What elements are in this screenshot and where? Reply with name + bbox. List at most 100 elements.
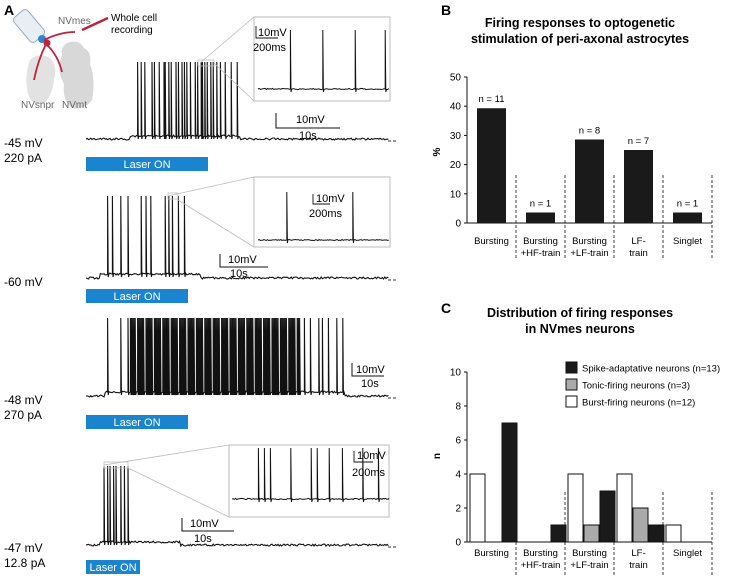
x-tick-label: +LF-train — [570, 248, 608, 259]
inset-scale-voltage: 10mV — [316, 193, 345, 205]
scale-bar-time: 10s — [361, 378, 379, 390]
label-recording: recording — [111, 25, 153, 36]
chart-b-title-line1: Firing responses to optogenetic — [485, 16, 675, 30]
holding-voltage: -60 mV — [4, 275, 43, 289]
laser-on-bar — [86, 157, 208, 171]
bar-label: n = 7 — [628, 136, 649, 147]
neuron-branch — [33, 43, 47, 81]
bar — [526, 212, 555, 223]
laser-on-bar — [86, 560, 140, 574]
label-whole-cell: Whole cell — [111, 13, 157, 24]
bar — [599, 490, 616, 543]
bar-label: n = 11 — [479, 94, 505, 105]
zoom-region — [167, 192, 179, 200]
panel-a-letter: A — [4, 2, 14, 18]
bar — [567, 473, 584, 543]
legend-label: Burst-firing neurons (n=12) — [582, 398, 695, 409]
inset-trace — [231, 447, 390, 503]
y-axis-label: % — [432, 147, 443, 156]
laser-on-label: Laser ON — [123, 159, 170, 171]
x-tick-label: train — [629, 248, 647, 259]
soma-icon — [43, 39, 51, 47]
legend-label: Spike-adaptative neurons (n=13) — [582, 364, 720, 375]
holding-voltage: -47 mV — [4, 541, 43, 555]
inset-scale-time: 200ms — [309, 208, 343, 220]
scale-bar-voltage: 10mV — [190, 518, 219, 530]
laser-on-bar — [86, 415, 188, 429]
inset-connector — [167, 176, 255, 197]
recording-pipette-icon — [81, 16, 109, 32]
y-tick-label: 0 — [455, 219, 461, 230]
x-tick-label: Bursting — [523, 548, 558, 559]
inset-scale-bar — [312, 194, 330, 205]
x-tick-label: +HF-train — [521, 248, 561, 259]
zoom-region — [197, 59, 215, 67]
scale-bar — [351, 363, 384, 377]
y-tick-label: 0 — [455, 538, 461, 549]
trace-row-2: -60 mV Laser ON 10mV 10s 10mV 200ms — [4, 176, 396, 303]
nvmt-region — [59, 41, 94, 109]
bar — [673, 212, 702, 223]
voltage-trace — [85, 195, 389, 280]
bar — [665, 524, 682, 543]
y-tick-label: 10 — [450, 368, 462, 379]
scale-bar-voltage: 10mV — [228, 254, 257, 266]
laser-on-label: Laser ON — [113, 291, 160, 303]
panel-c: C Distribution of firing responses in NV… — [432, 300, 720, 575]
light-source-icon — [38, 35, 46, 43]
scale-bar — [275, 113, 340, 129]
inset-scale-time: 200ms — [352, 467, 386, 479]
laser-on-label: Laser ON — [89, 562, 136, 574]
injected-current: 220 pA — [4, 151, 42, 165]
y-tick-label: 30 — [450, 131, 462, 142]
legend-swatch — [565, 378, 578, 391]
legend-label: Tonic-firing neurons (n=3) — [582, 381, 690, 392]
schematic: NVmes Whole cell recording NVsnpr NVmt — [12, 9, 157, 111]
bar-label: n = 8 — [579, 125, 600, 136]
holding-voltage: -48 mV — [4, 393, 43, 407]
panel-b-letter: B — [441, 2, 451, 18]
panel-b: B Firing responses to optogenetic stimul… — [432, 2, 713, 259]
inset-trace — [257, 191, 389, 244]
trace-row-4: -47 mV 12.8 pA Laser ON 10mV 10s 10mV 20… — [4, 444, 396, 574]
x-tick-label: Singlet — [673, 548, 702, 559]
voltage-trace — [85, 61, 389, 141]
y-tick-label: 2 — [455, 504, 461, 515]
scale-bar-voltage: 10mV — [296, 114, 325, 126]
panel-a: A NVmes Whole cell recording NVsnpr NVmt… — [4, 2, 396, 574]
inset-box — [253, 176, 391, 248]
inset-connector — [199, 16, 255, 64]
inset-connector — [127, 467, 230, 518]
label-nvsnpr: NVsnpr — [21, 100, 55, 111]
chart-b-title-line2: stimulation of peri-axonal astrocytes — [471, 32, 689, 46]
y-tick-label: 40 — [450, 102, 462, 113]
trace-row-3: -48 mV 270 pA Laser ON 10mV 10s — [4, 317, 396, 429]
inset-scale-voltage: 10mV — [258, 27, 287, 39]
holding-voltage: -45 mV — [4, 136, 43, 150]
x-tick-label: LF- — [631, 236, 645, 247]
legend-swatch — [565, 361, 578, 374]
injected-current: 12.8 pA — [4, 556, 45, 570]
bar — [501, 422, 518, 543]
legend-swatch — [565, 395, 578, 408]
inset-trace — [257, 29, 390, 93]
y-tick-label: 6 — [455, 436, 461, 447]
y-tick-label: 50 — [450, 73, 462, 84]
x-tick-label: Bursting — [523, 236, 558, 247]
axon-path — [43, 31, 76, 41]
bar — [616, 473, 633, 543]
inset-scale-time: 200ms — [253, 42, 287, 54]
inset-scale-voltage: 10mV — [357, 450, 386, 462]
panel-c-letter: C — [441, 300, 451, 316]
label-nvmes: NVmes — [58, 16, 91, 27]
y-axis-label: n — [432, 453, 443, 459]
bar — [632, 507, 649, 543]
x-tick-label: Bursting — [474, 548, 509, 559]
x-tick-label: Singlet — [673, 236, 702, 247]
y-tick-label: 8 — [455, 402, 461, 413]
scale-bar — [219, 254, 268, 268]
scale-bar — [181, 518, 234, 532]
nvsnpr-region — [26, 55, 56, 105]
